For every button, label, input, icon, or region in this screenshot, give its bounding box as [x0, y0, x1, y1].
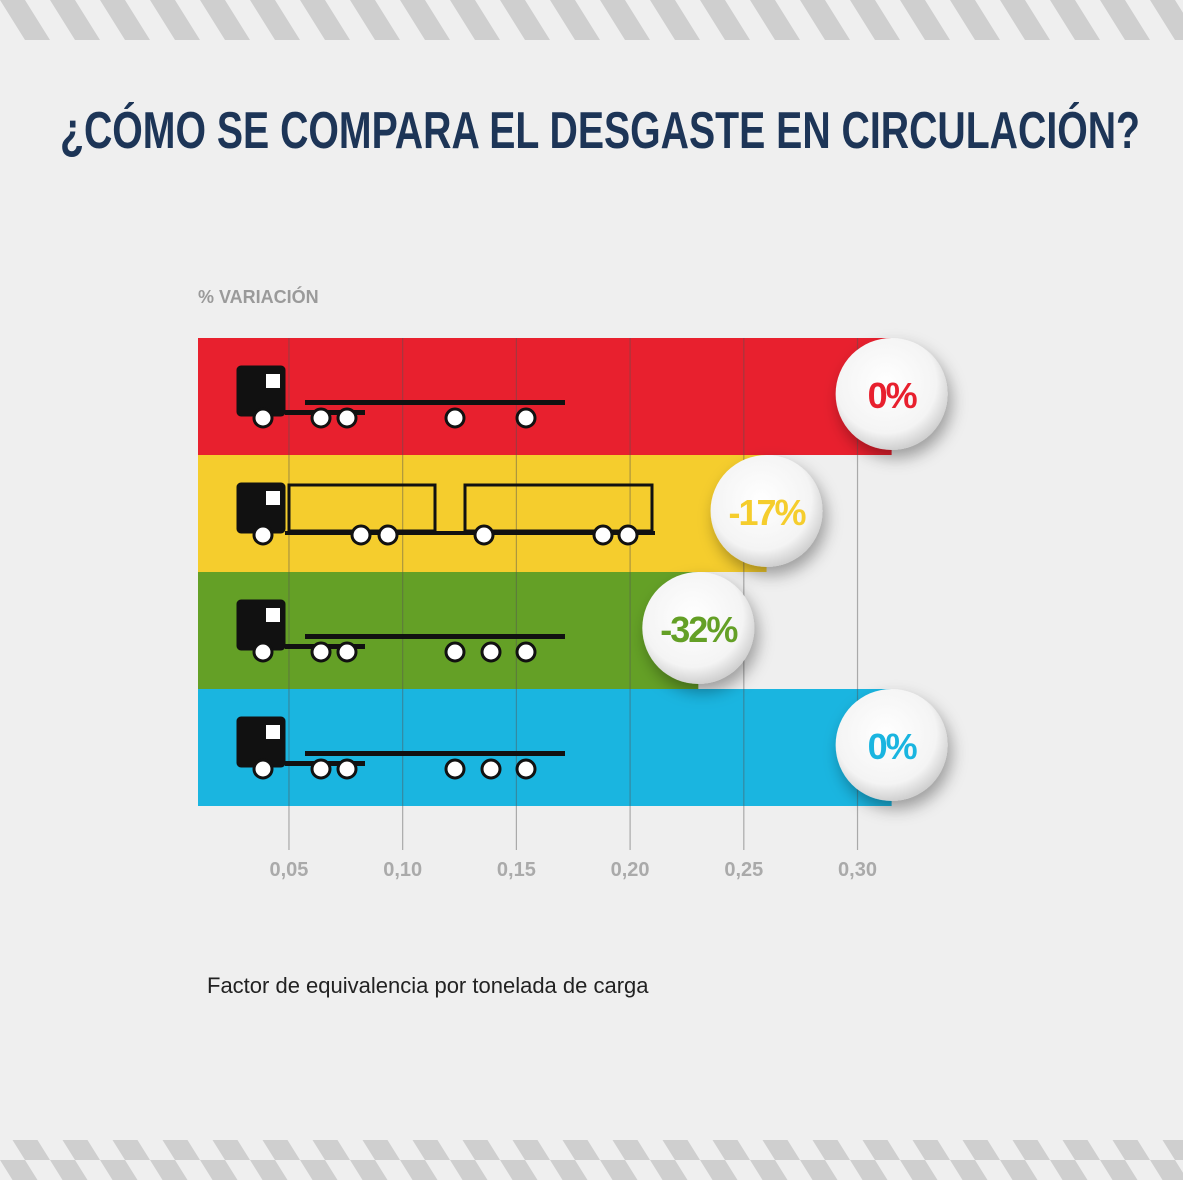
- bar: [198, 338, 892, 455]
- cab-window: [266, 725, 280, 739]
- wheel: [336, 641, 358, 663]
- wheel: [350, 524, 372, 546]
- value-label: 0%: [868, 726, 918, 767]
- cab-window: [266, 491, 280, 505]
- stripe-band: [0, 0, 1183, 40]
- wheel: [252, 407, 274, 429]
- cab-window: [266, 374, 280, 388]
- wheel: [515, 407, 537, 429]
- wheel: [310, 641, 332, 663]
- wheel: [592, 524, 614, 546]
- x-tick-label: 0,20: [611, 859, 650, 881]
- cab-window: [266, 608, 280, 622]
- stripe-band: [0, 1140, 1183, 1180]
- x-tick-label: 0,30: [838, 859, 877, 881]
- chassis: [285, 531, 655, 535]
- label-disc: [642, 572, 755, 684]
- x-tick-label: 0,25: [724, 859, 763, 881]
- x-axis-title: Factor de equivalencia por tonelada de c…: [207, 973, 649, 998]
- wheel: [444, 758, 466, 780]
- wheel: [617, 524, 639, 546]
- value-label: -32%: [660, 609, 738, 650]
- truck-icon: [236, 716, 565, 780]
- truck-icon: [236, 599, 565, 663]
- wheel: [444, 641, 466, 663]
- x-tick-label: 0,05: [269, 859, 308, 881]
- x-tick-label: 0,15: [497, 859, 536, 881]
- wheel: [444, 407, 466, 429]
- wheel: [252, 524, 274, 546]
- label-disc: [835, 689, 948, 801]
- wheel: [252, 641, 274, 663]
- wheel: [310, 758, 332, 780]
- trailer: [305, 400, 565, 405]
- truck-icon: [236, 482, 655, 546]
- wheel: [515, 641, 537, 663]
- value-label: -17%: [729, 492, 807, 533]
- wheel: [310, 407, 332, 429]
- wheel: [252, 758, 274, 780]
- bar: [198, 689, 892, 806]
- y-axis-title: % VARIACIÓN: [198, 286, 319, 307]
- label-disc: [710, 455, 823, 567]
- label-disc: [835, 338, 948, 450]
- wheel: [473, 524, 495, 546]
- chart-title: ¿CÓMO SE COMPARA EL DESGASTE EN CIRCULAC…: [60, 102, 1140, 160]
- trailer: [305, 751, 565, 756]
- x-tick-label: 0,10: [383, 859, 422, 881]
- wheel: [515, 758, 537, 780]
- wheel: [336, 407, 358, 429]
- wheel: [377, 524, 399, 546]
- truck-icon: [236, 365, 565, 429]
- wheel: [336, 758, 358, 780]
- trailer: [305, 634, 565, 639]
- wheel: [480, 641, 502, 663]
- bar: [198, 455, 767, 572]
- value-label: 0%: [868, 375, 918, 416]
- wheel: [480, 758, 502, 780]
